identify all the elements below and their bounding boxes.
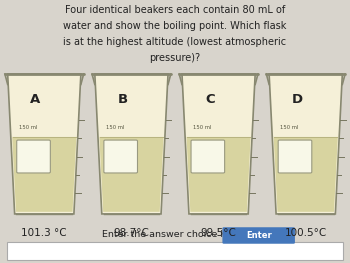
Text: 150 ml: 150 ml bbox=[19, 125, 37, 130]
Text: 101.3 °C: 101.3 °C bbox=[21, 228, 67, 238]
Polygon shape bbox=[182, 74, 255, 214]
Polygon shape bbox=[269, 74, 342, 214]
Text: 150 ml: 150 ml bbox=[280, 125, 299, 130]
FancyBboxPatch shape bbox=[104, 140, 138, 173]
Polygon shape bbox=[12, 137, 76, 212]
Polygon shape bbox=[95, 74, 168, 214]
Text: 150 ml: 150 ml bbox=[106, 125, 125, 130]
FancyBboxPatch shape bbox=[278, 140, 312, 173]
Polygon shape bbox=[274, 137, 338, 212]
Text: 100.5°C: 100.5°C bbox=[285, 228, 327, 238]
Text: is at the highest altitude (lowest atmospheric: is at the highest altitude (lowest atmos… bbox=[63, 37, 287, 47]
FancyBboxPatch shape bbox=[17, 140, 50, 173]
Text: B: B bbox=[118, 93, 128, 106]
Polygon shape bbox=[8, 74, 81, 214]
Text: Four identical beakers each contain 80 mL of: Four identical beakers each contain 80 m… bbox=[65, 5, 285, 15]
Text: pressure)?: pressure)? bbox=[149, 53, 201, 63]
FancyBboxPatch shape bbox=[191, 140, 225, 173]
Text: Enter the answer choice letter.: Enter the answer choice letter. bbox=[102, 230, 248, 239]
Text: 150 ml: 150 ml bbox=[193, 125, 212, 130]
Text: C: C bbox=[205, 93, 215, 106]
Text: D: D bbox=[292, 93, 303, 106]
Polygon shape bbox=[187, 137, 251, 212]
FancyBboxPatch shape bbox=[222, 227, 295, 244]
FancyBboxPatch shape bbox=[7, 242, 343, 260]
Text: 99.5°C: 99.5°C bbox=[201, 228, 237, 238]
Text: Enter: Enter bbox=[246, 231, 272, 240]
Polygon shape bbox=[99, 137, 163, 212]
Text: water and show the boiling point. Which flask: water and show the boiling point. Which … bbox=[63, 21, 287, 31]
Text: 98.7°C: 98.7°C bbox=[113, 228, 149, 238]
Text: A: A bbox=[30, 93, 41, 106]
